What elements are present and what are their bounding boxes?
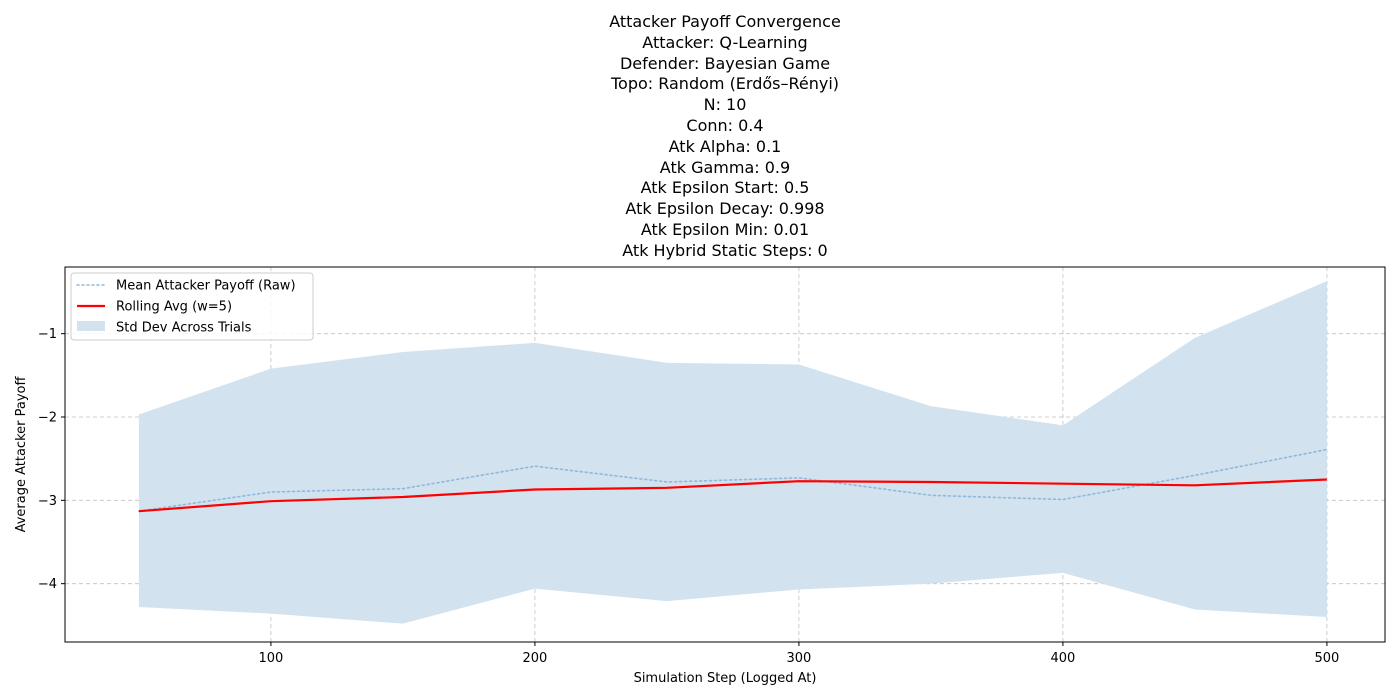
chart-title: Attacker Payoff Convergence Attacker: Q-… bbox=[0, 12, 1400, 262]
y-tick-label: −2 bbox=[38, 411, 57, 426]
series-layer bbox=[138, 448, 1328, 513]
x-tick-label: 500 bbox=[1315, 651, 1340, 666]
legend-swatch-band bbox=[77, 321, 105, 331]
title-line: Atk Epsilon Decay: 0.998 bbox=[625, 199, 825, 219]
y-tick-label: −1 bbox=[38, 327, 57, 342]
title-line: Atk Epsilon Min: 0.01 bbox=[640, 219, 810, 239]
y-axis-label: Average Attacker Payoff bbox=[14, 376, 29, 533]
legend-box bbox=[70, 272, 314, 341]
title-line: Atk Alpha: 0.1 bbox=[668, 136, 782, 156]
title-line: Atk Epsilon Start: 0.5 bbox=[640, 178, 810, 198]
title-line: Topo: Random (Erdős–Rényi) bbox=[610, 74, 840, 94]
y-tick-label: −3 bbox=[38, 494, 57, 509]
x-tick-label: 200 bbox=[523, 651, 548, 666]
legend-label-band: Std Dev Across Trials bbox=[116, 321, 252, 336]
ticks: 100 200 300 400 500 −4 −3 −2 −1 bbox=[38, 327, 1340, 666]
plot-frame bbox=[64, 266, 1386, 643]
x-tick-label: 100 bbox=[259, 651, 284, 666]
title-line: Defender: Bayesian Game bbox=[619, 53, 831, 73]
x-axis-label: Simulation Step (Logged At) bbox=[634, 671, 817, 686]
x-tick-label: 300 bbox=[787, 651, 812, 666]
legend-label-rolling: Rolling Avg (w=5) bbox=[116, 300, 232, 315]
title-line: Atk Hybrid Static Steps: 0 bbox=[622, 240, 828, 260]
x-tick-label: 400 bbox=[1051, 651, 1076, 666]
title-line: Conn: 0.4 bbox=[686, 115, 764, 135]
title-line: Atk Gamma: 0.9 bbox=[659, 157, 791, 177]
std-dev-band bbox=[138, 281, 1327, 624]
title-line: Attacker: Q-Learning bbox=[642, 32, 808, 52]
y-tick-label: −4 bbox=[38, 577, 57, 592]
std-dev-band-layer bbox=[138, 281, 1327, 624]
series-line-raw bbox=[138, 448, 1328, 512]
title-line: N: 10 bbox=[703, 95, 747, 115]
legend: Mean Attacker Payoff (Raw) Rolling Avg (… bbox=[70, 272, 314, 341]
series-line-rolling bbox=[138, 478, 1327, 513]
title-line: Attacker Payoff Convergence bbox=[609, 12, 841, 31]
legend-label-raw: Mean Attacker Payoff (Raw) bbox=[116, 279, 296, 294]
